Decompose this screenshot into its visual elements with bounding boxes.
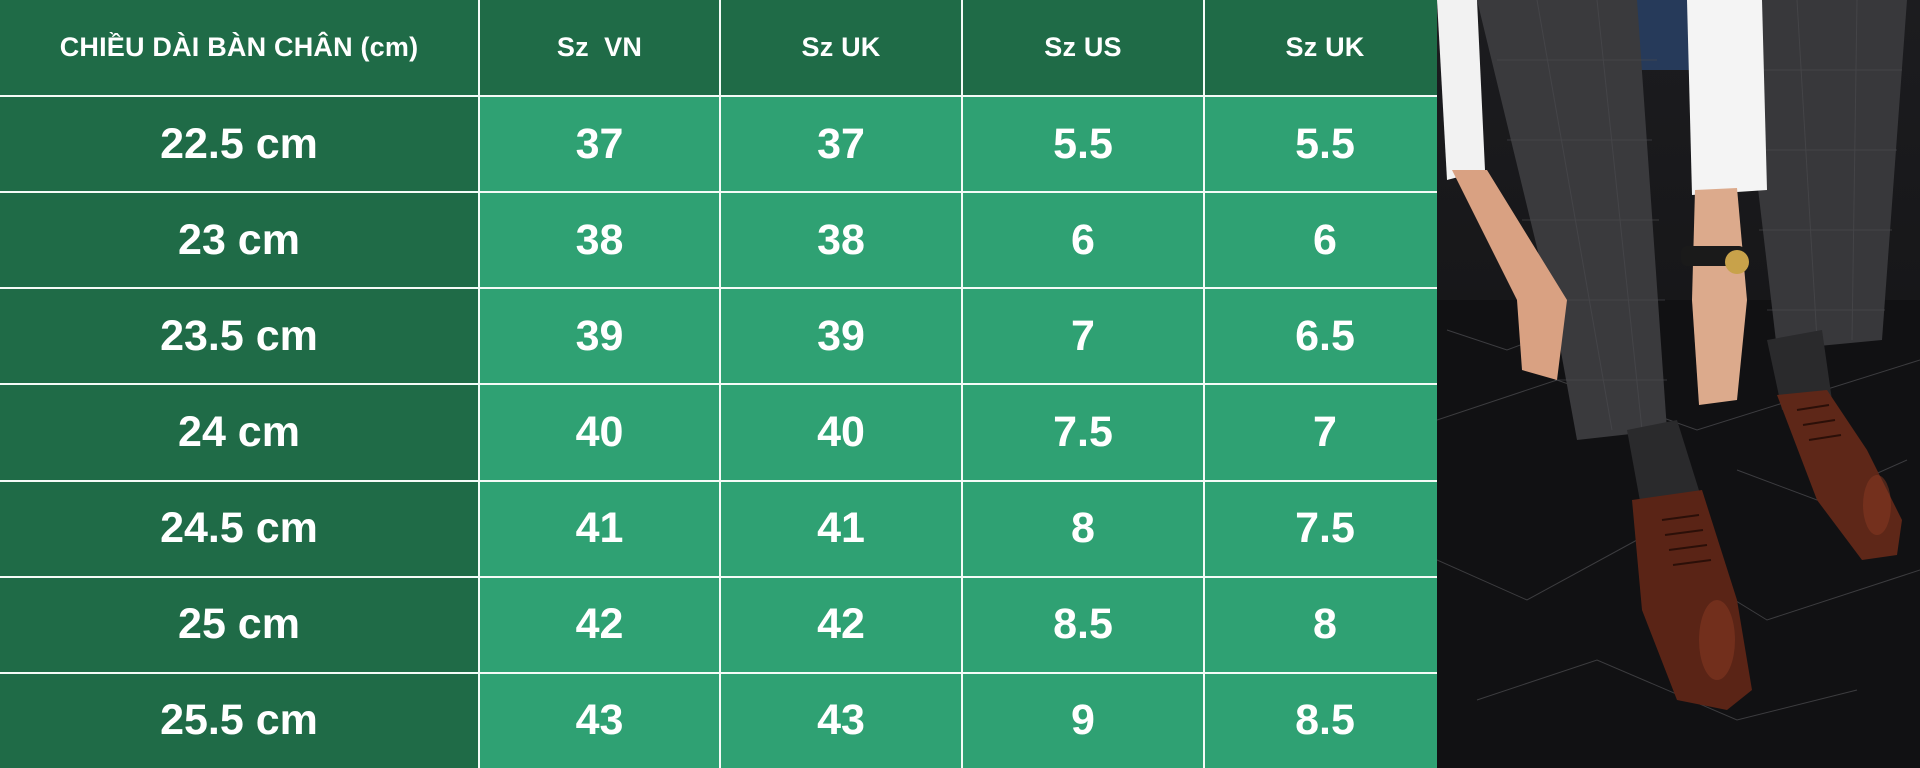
shoe-photo-illustration: [1437, 0, 1920, 768]
cell-size-vn: 43: [480, 673, 719, 768]
header-size-uk: Sz UK: [721, 0, 961, 95]
cell-size-uk-2: 8: [1205, 577, 1445, 672]
cell-size-uk-2: 8.5: [1205, 673, 1445, 768]
left-hand: [1452, 170, 1567, 380]
cell-foot-length: 24.5 cm: [0, 481, 478, 576]
cell-size-us: 7.5: [963, 385, 1203, 480]
cell-size-vn: 42: [480, 577, 719, 672]
right-trouser-leg: [1737, 0, 1907, 350]
cell-size-us: 8.5: [963, 577, 1203, 672]
cell-size-vn: 37: [480, 97, 719, 192]
trouser-check-pattern: [1497, 0, 1902, 431]
cell-size-uk-2: 6: [1205, 193, 1445, 288]
cell-size-uk-2: 7: [1205, 385, 1445, 480]
cell-foot-length: 23.5 cm: [0, 289, 478, 384]
cell-size-uk: 38: [721, 193, 961, 288]
cell-size-uk: 39: [721, 289, 961, 384]
cell-size-uk: 37: [721, 97, 961, 192]
header-foot-length: CHIỀU DÀI BÀN CHÂN (cm): [0, 0, 478, 95]
left-sock: [1627, 420, 1702, 512]
cell-size-us: 5.5: [963, 97, 1203, 192]
cell-foot-length: 25.5 cm: [0, 673, 478, 768]
cell-size-vn: 41: [480, 481, 719, 576]
cell-size-uk: 40: [721, 385, 961, 480]
cell-size-uk-2: 5.5: [1205, 97, 1445, 192]
cell-size-vn: 39: [480, 289, 719, 384]
shoe-laces: [1661, 404, 1842, 566]
cell-size-us: 8: [963, 481, 1203, 576]
header-size-uk-2: Sz UK: [1205, 0, 1445, 95]
header-size-vn: Sz VN: [480, 0, 719, 95]
cell-foot-length: 22.5 cm: [0, 97, 478, 192]
cell-size-us: 6: [963, 193, 1203, 288]
cell-foot-length: 25 cm: [0, 577, 478, 672]
right-shirt-sleeve: [1687, 0, 1767, 195]
cell-size-uk-2: 6.5: [1205, 289, 1445, 384]
cell-size-uk-2: 7.5: [1205, 481, 1445, 576]
cell-size-uk: 41: [721, 481, 961, 576]
cell-size-us: 9: [963, 673, 1203, 768]
shoe-highlights: [1699, 475, 1891, 680]
cell-size-vn: 40: [480, 385, 719, 480]
shoe-size-table: CHIỀU DÀI BÀN CHÂN (cm) Sz VN Sz UK Sz U…: [0, 0, 1445, 768]
cell-size-uk: 43: [721, 673, 961, 768]
cell-size-uk: 42: [721, 577, 961, 672]
right-hand: [1692, 188, 1747, 405]
left-shirt-sleeve: [1437, 0, 1485, 180]
right-sock: [1767, 330, 1832, 410]
man-tying-leather-shoes-photo: [1437, 0, 1920, 768]
cell-size-us: 7: [963, 289, 1203, 384]
cell-size-vn: 38: [480, 193, 719, 288]
header-size-us: Sz US: [963, 0, 1203, 95]
watch-face: [1725, 250, 1749, 274]
cell-foot-length: 23 cm: [0, 193, 478, 288]
cell-foot-length: 24 cm: [0, 385, 478, 480]
